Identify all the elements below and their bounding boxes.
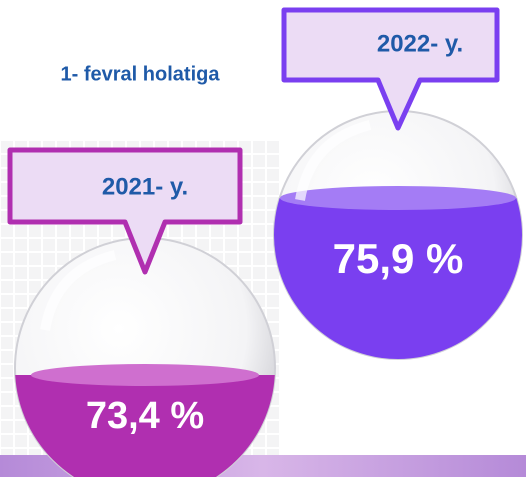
callout-box xyxy=(7,147,243,275)
highlight xyxy=(40,250,117,331)
highlight xyxy=(295,120,372,201)
liquid xyxy=(15,375,275,477)
liquid-surface xyxy=(31,364,259,386)
title: 1- fevral holatiga xyxy=(61,63,221,85)
year-label: 2022- y. xyxy=(377,30,463,57)
liquid-surface xyxy=(280,186,516,210)
callout-2022: 2022- y. xyxy=(281,7,500,131)
callout-box xyxy=(281,7,500,131)
value-label: 73,4 % xyxy=(86,395,204,437)
callout-2021: 2021- y. xyxy=(7,147,243,275)
value-label: 75,9 % xyxy=(333,235,464,282)
sphere-2021: 73,4 % xyxy=(14,237,276,477)
year-label: 2021- y. xyxy=(102,173,188,200)
